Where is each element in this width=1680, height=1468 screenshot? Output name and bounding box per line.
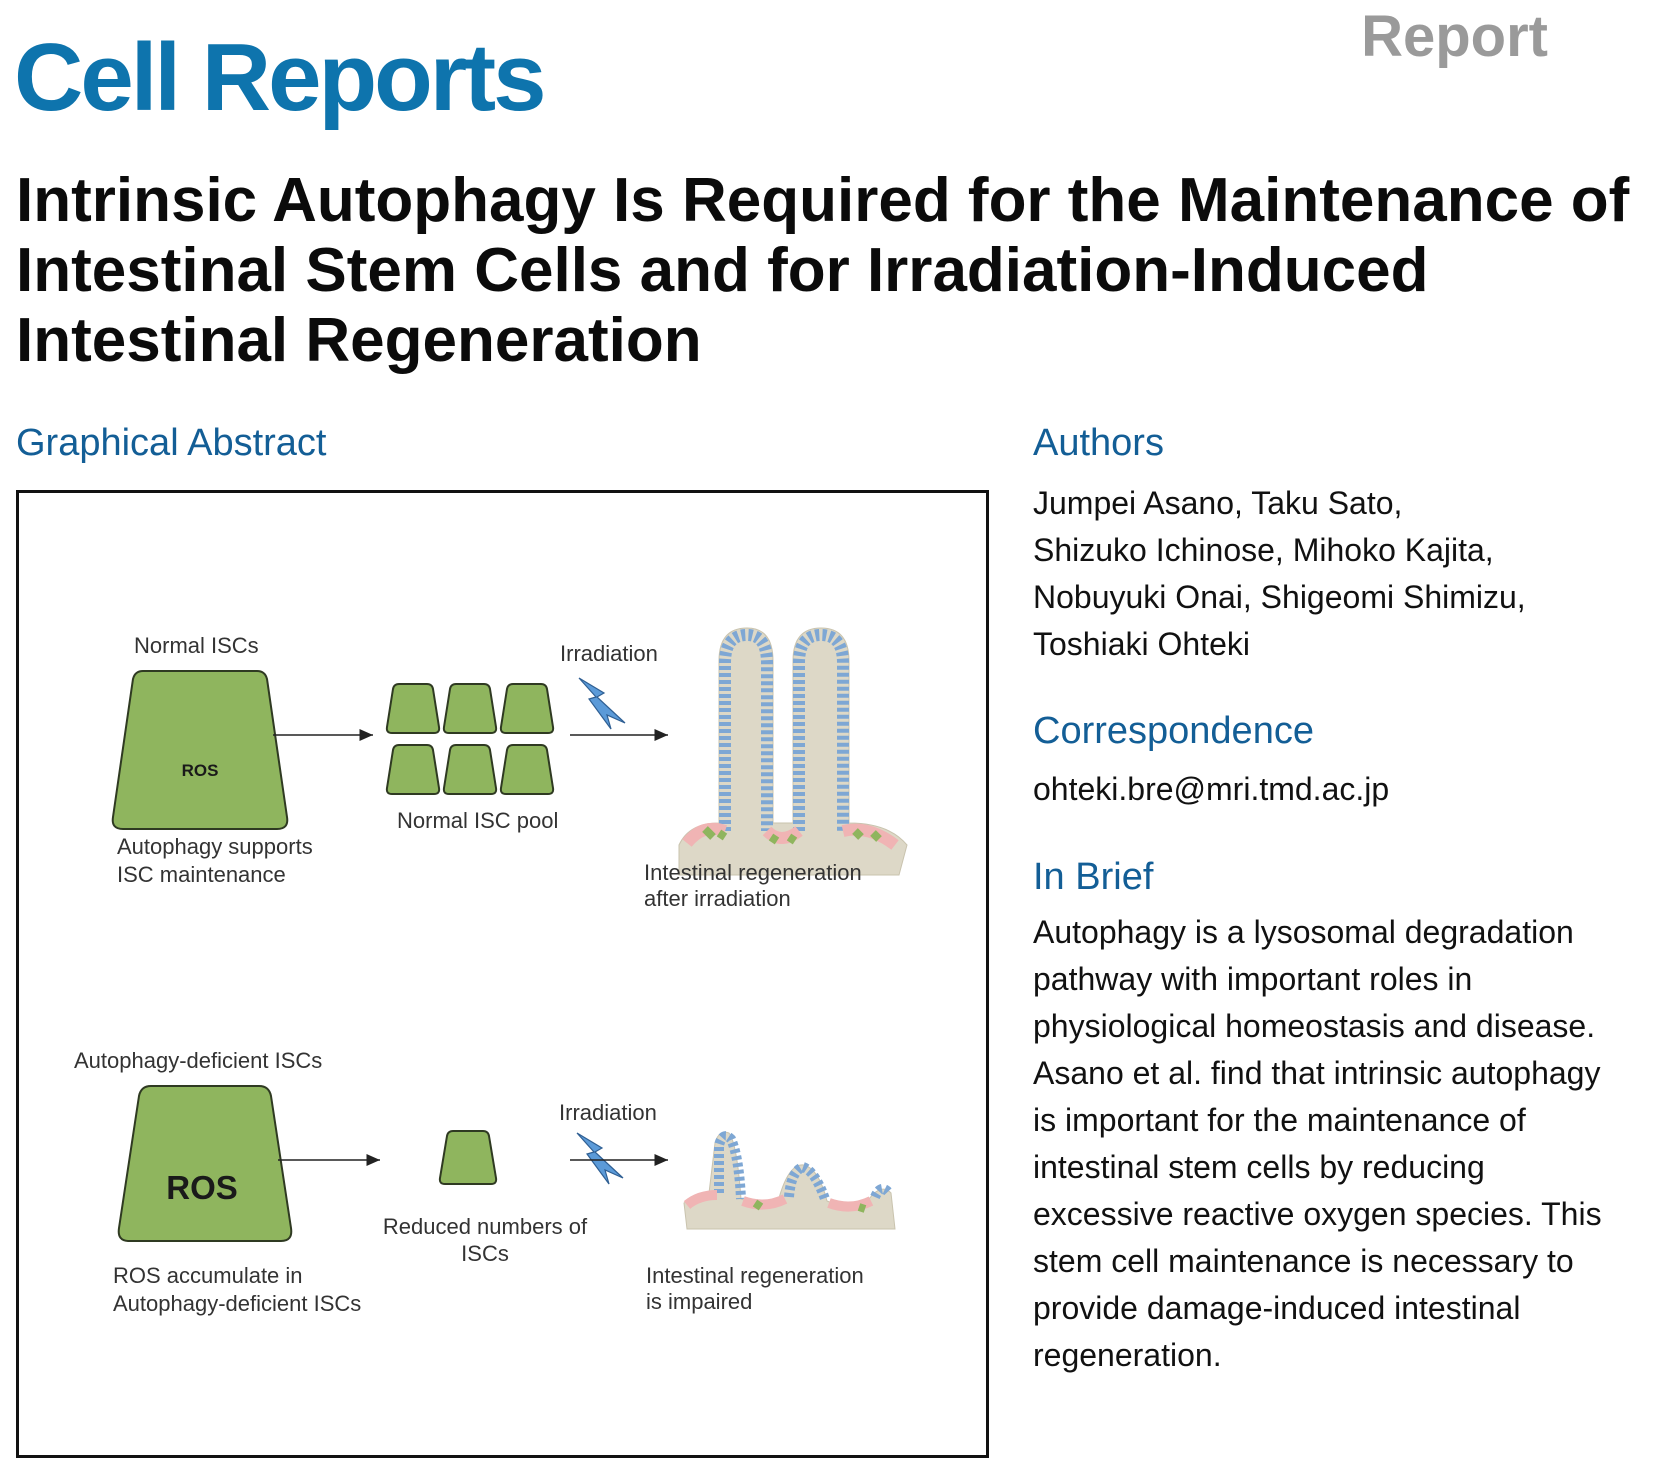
normal-isc-cell (111, 670, 289, 830)
correspondence-email[interactable]: ohteki.bre@mri.tmd.ac.jp (1033, 771, 1390, 807)
impaired-caption-line1: Intestinal regeneration (646, 1263, 864, 1288)
autophagy-caption-line2: ISC maintenance (117, 862, 286, 887)
regenerated-villi (678, 627, 908, 876)
correspondence-heading: Correspondence (1033, 710, 1314, 752)
brief-line: regeneration. (1033, 1337, 1222, 1373)
lightning-icon (576, 1132, 624, 1185)
deficient-isc-cell (117, 1085, 293, 1242)
author-line: Nobuyuki Onai, Shigeomi Shimizu, (1033, 579, 1526, 615)
authors-heading: Authors (1033, 422, 1164, 464)
normal-isc-pool-label: Normal ISC pool (397, 808, 558, 833)
irradiation-label-top: Irradiation (560, 641, 658, 666)
in-brief-heading: In Brief (1033, 856, 1154, 898)
normal-iscs-label: Normal ISCs (134, 633, 259, 658)
graphical-abstract-svg: Normal ISCs ROS Autophagy supports ISC m… (74, 627, 908, 1316)
ros-caption-line2: Autophagy-deficient ISCs (113, 1291, 361, 1316)
author-line: Jumpei Asano, Taku Sato, (1033, 485, 1403, 521)
ros-label-small: ROS (182, 761, 219, 780)
impaired-villi (683, 1131, 896, 1230)
brief-line: pathway with important roles in (1033, 961, 1473, 997)
journal-name: Cell Reports (14, 24, 546, 131)
brief-line: is important for the maintenance of (1033, 1102, 1526, 1138)
impaired-caption-line2: is impaired (646, 1289, 752, 1314)
brief-line: intestinal stem cells by reducing (1033, 1149, 1485, 1185)
normal-isc-pool (385, 683, 555, 795)
brief-line: Autophagy is a lysosomal degradation (1033, 914, 1574, 950)
graphical-abstract-figure: Normal ISCs ROS Autophagy supports ISC m… (16, 490, 989, 1458)
article-type: Report (1361, 4, 1548, 69)
author-line: Toshiaki Ohteki (1033, 626, 1250, 662)
reduced-isc-label-line2: ISCs (461, 1241, 509, 1266)
brief-line: Asano et al. find that intrinsic autopha… (1033, 1055, 1601, 1091)
graphical-abstract-heading: Graphical Abstract (16, 422, 327, 464)
ros-label-large: ROS (166, 1169, 238, 1206)
brief-line: physiological homeostasis and disease. (1033, 1008, 1596, 1044)
reduced-isc-label-line1: Reduced numbers of (383, 1214, 588, 1239)
article-title: Intrinsic Autophagy Is Required for the … (16, 166, 1630, 375)
regeneration-caption-line2: after irradiation (644, 886, 791, 911)
deficient-iscs-label: Autophagy-deficient ISCs (74, 1048, 322, 1073)
regeneration-caption-line1: Intestinal regeneration (644, 860, 862, 885)
reduced-isc-cell (438, 1130, 498, 1185)
brief-line: stem cell maintenance is necessary to (1033, 1243, 1574, 1279)
lightning-icon (578, 677, 626, 730)
in-brief-text: Autophagy is a lysosomal degradation pat… (1033, 909, 1673, 1379)
ros-caption-line1: ROS accumulate in (113, 1263, 303, 1288)
irradiation-label-bottom: Irradiation (559, 1100, 657, 1125)
authors-list: Jumpei Asano, Taku Sato, Shizuko Ichinos… (1033, 480, 1633, 668)
brief-line: excessive reactive oxygen species. This (1033, 1196, 1602, 1232)
autophagy-caption-line1: Autophagy supports (117, 834, 313, 859)
author-line: Shizuko Ichinose, Mihoko Kajita, (1033, 532, 1494, 568)
brief-line: provide damage-induced intestinal (1033, 1290, 1521, 1326)
